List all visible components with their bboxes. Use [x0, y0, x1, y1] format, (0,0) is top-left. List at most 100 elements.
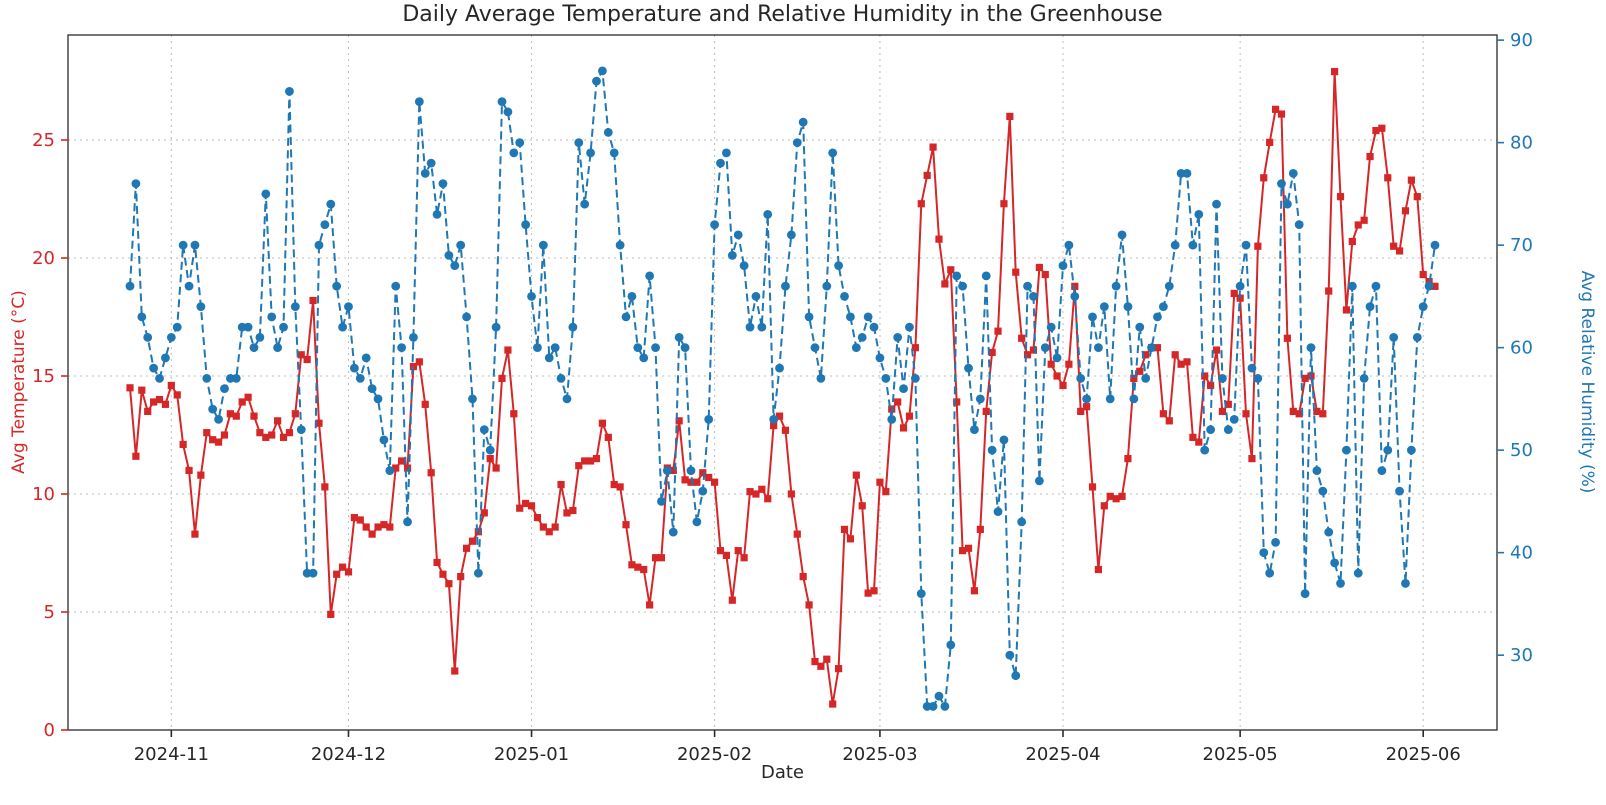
humidity-marker	[651, 343, 660, 353]
humidity-marker	[521, 220, 531, 230]
humidity-marker	[1182, 168, 1192, 178]
humidity-marker	[869, 322, 879, 332]
humidity-marker	[1353, 568, 1363, 578]
humidity-marker	[786, 230, 796, 240]
temperature-marker	[1289, 407, 1297, 416]
humidity-marker	[214, 415, 223, 424]
humidity-marker	[722, 148, 731, 158]
right-tick-label: 50	[1510, 440, 1533, 461]
chart-title: Daily Average Temperature and Relative H…	[402, 2, 1163, 27]
humidity-marker	[137, 312, 147, 322]
humidity-marker	[1052, 353, 1062, 363]
temperature-marker	[758, 485, 766, 493]
humidity-marker	[556, 373, 566, 383]
temperature-marker	[1431, 282, 1439, 290]
temperature-marker	[486, 455, 494, 463]
x-tick-label: 2024-12	[311, 744, 386, 765]
temperature-marker	[315, 419, 323, 427]
humidity-marker	[1359, 373, 1369, 383]
temperature-marker	[421, 400, 429, 408]
humidity-marker	[846, 312, 855, 322]
temperature-marker	[557, 480, 565, 489]
temperature-marker	[279, 433, 288, 441]
humidity-marker	[899, 384, 908, 394]
humidity-line	[129, 69, 1436, 708]
left-tick-label: 10	[32, 484, 55, 505]
humidity-marker	[527, 291, 536, 301]
temperature-marker	[1378, 124, 1386, 132]
temperature-marker	[1425, 278, 1433, 286]
humidity-marker	[1223, 425, 1233, 435]
temperature-marker	[1029, 346, 1038, 354]
humidity-marker	[975, 394, 985, 404]
temperature-marker	[734, 547, 742, 555]
humidity-marker	[657, 497, 666, 506]
temperature-marker	[705, 473, 713, 482]
temperature-marker	[811, 657, 819, 666]
temperature-marker	[226, 410, 234, 418]
temperature-marker	[840, 525, 849, 534]
humidity-marker	[261, 189, 271, 199]
temperature-marker	[770, 421, 778, 430]
humidity-marker	[491, 322, 501, 332]
humidity-marker	[355, 373, 365, 383]
temperature-marker	[1342, 306, 1351, 314]
humidity-marker	[609, 148, 619, 158]
temperature-marker	[1336, 193, 1345, 201]
temperature-marker	[551, 523, 559, 531]
humidity-marker	[1312, 466, 1322, 476]
humidity-marker	[479, 425, 489, 435]
humidity-marker	[1371, 281, 1381, 291]
temperature-marker	[604, 433, 612, 441]
humidity-marker	[916, 589, 926, 599]
temperature-marker	[1018, 334, 1026, 342]
humidity-marker	[1259, 548, 1269, 558]
temperature-marker	[1242, 410, 1250, 418]
temperature-marker	[368, 530, 376, 538]
humidity-marker	[1023, 281, 1032, 291]
temperature-marker	[1171, 351, 1179, 359]
humidity-marker	[562, 394, 572, 404]
temperature-marker	[1201, 372, 1209, 380]
humidity-marker	[155, 373, 164, 383]
temperature-marker	[1277, 110, 1286, 118]
temperature-marker	[1088, 483, 1097, 491]
humidity-marker	[851, 343, 861, 353]
x-tick-label: 2025-05	[1203, 744, 1278, 765]
humidity-marker	[208, 404, 218, 414]
humidity-marker	[1070, 291, 1080, 301]
temperature-marker	[1372, 126, 1380, 135]
humidity-marker	[981, 271, 991, 281]
humidity-marker	[816, 373, 826, 383]
temperature-marker	[852, 471, 860, 479]
humidity-marker	[1330, 558, 1340, 568]
temperature-marker	[333, 570, 341, 578]
temperature-marker	[982, 407, 990, 416]
temperature-marker	[392, 464, 400, 472]
temperature-marker	[297, 351, 305, 359]
humidity-marker	[792, 138, 802, 148]
temperature-marker	[427, 469, 435, 477]
humidity-marker	[326, 199, 336, 209]
temperature-marker	[805, 601, 813, 609]
humidity-marker	[863, 312, 873, 322]
humidity-marker	[822, 281, 832, 291]
temperature-marker	[291, 410, 299, 418]
humidity-marker	[296, 425, 306, 435]
humidity-marker	[1200, 445, 1210, 455]
temperature-marker	[1130, 374, 1138, 382]
temperature-marker	[1407, 176, 1415, 184]
humidity-marker	[1011, 671, 1021, 681]
temperature-marker	[1271, 105, 1280, 113]
temperature-marker	[675, 417, 683, 425]
temperature-marker	[1218, 407, 1227, 416]
temperature-marker	[1106, 492, 1114, 500]
humidity-marker	[290, 302, 300, 312]
temperature-marker	[787, 490, 795, 498]
temperature-marker	[823, 655, 831, 663]
temperature-marker	[752, 490, 760, 498]
humidity-marker	[131, 179, 141, 189]
humidity-marker	[1094, 343, 1103, 353]
humidity-marker	[639, 353, 649, 363]
humidity-marker	[1212, 199, 1221, 209]
